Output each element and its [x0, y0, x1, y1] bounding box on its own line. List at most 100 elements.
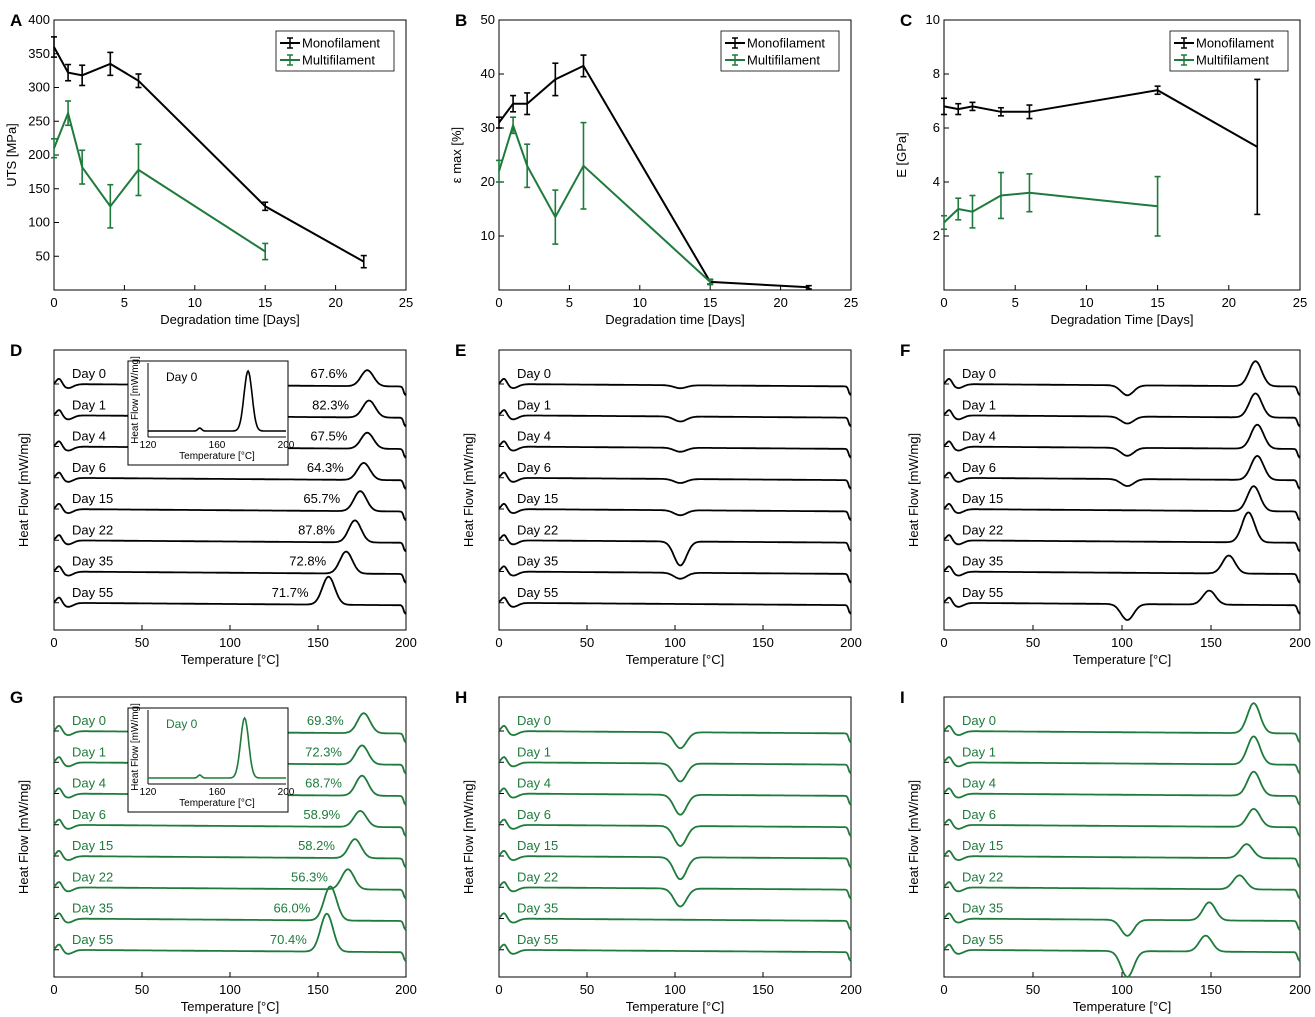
curve-day-label: Day 0	[962, 713, 996, 728]
curve-day-label: Day 6	[962, 807, 996, 822]
dsc-curve	[498, 756, 852, 783]
data-point	[580, 54, 587, 78]
x-tick-label: 150	[1200, 635, 1222, 650]
panel-label: C	[900, 11, 912, 30]
legend-box	[720, 30, 840, 72]
x-tick-label: 200	[1289, 635, 1311, 650]
legend: Monofilament Multifilament	[720, 30, 840, 72]
dsc-curve	[943, 807, 1301, 837]
curve-day-label: Day 1	[72, 744, 106, 759]
dsc-curve	[943, 485, 1301, 522]
y-axis-label: Heat Flow [mW/mg]	[906, 433, 921, 547]
x-tick-label: 100	[219, 982, 241, 997]
data-point	[135, 73, 142, 89]
panel-I: I 0 50 100 150 200 Temperature [°C] Heat Flow […	[900, 688, 1311, 1014]
x-tick-label: 0	[495, 635, 502, 650]
x-tick-label: 15	[703, 295, 717, 310]
curve-day-label: Day 15	[517, 838, 558, 853]
y-axis-label: Heat Flow [mW/mg]	[461, 780, 476, 894]
curve-day-label: Day 22	[962, 869, 1003, 884]
x-tick-label: 20	[1222, 295, 1236, 310]
crystallinity-label: 58.2%	[298, 838, 335, 853]
x-tick-label: 100	[1111, 635, 1133, 650]
x-tick-label: 5	[1012, 295, 1019, 310]
y-axis-label: ε max [%]	[449, 127, 464, 183]
curve-day-label: Day 55	[72, 932, 113, 947]
curve-day-label: Day 35	[72, 901, 113, 916]
y-tick-label: 20	[481, 174, 495, 189]
crystallinity-label: 64.3%	[307, 460, 344, 475]
dsc-curve	[943, 770, 1301, 806]
curve-day-label: Day 22	[72, 522, 113, 537]
dsc-curve	[943, 874, 1301, 900]
data-point	[510, 94, 517, 113]
curve-day-label: Day 1	[517, 744, 551, 759]
dsc-curve	[498, 378, 852, 396]
x-axis-label: Degradation time [Days]	[160, 312, 299, 327]
plot-frame	[498, 19, 852, 291]
inset-frame	[127, 707, 289, 813]
curve-day-label: Day 1	[72, 397, 106, 412]
x-tick-label: 25	[399, 295, 413, 310]
x-tick-label: 100	[219, 635, 241, 650]
panel-label: B	[455, 11, 467, 30]
dsc-curve	[943, 554, 1301, 584]
x-tick-label: 0	[940, 982, 947, 997]
dsc-curve	[498, 534, 852, 567]
y-axis-label: E [GPa]	[894, 132, 909, 178]
panel-G: G 0 50 100 150 200 Temperature [°C] Heat Flow […	[10, 688, 417, 1014]
crystallinity-label: 65.7%	[303, 491, 340, 506]
data-point	[997, 171, 1004, 220]
dsc-curve	[498, 912, 852, 931]
dsc-curve	[498, 409, 852, 428]
dsc-curve	[53, 868, 407, 900]
inset-x-tick-label: 200	[278, 440, 295, 451]
panel-label: D	[10, 341, 22, 360]
x-tick-label: 100	[1111, 982, 1133, 997]
curve-day-label: Day 22	[962, 522, 1003, 537]
data-point	[997, 106, 1004, 117]
x-axis-label: Degradation Time [Days]	[1050, 312, 1193, 327]
inset: 120 160 200 Temperature [°C] Heat Flow [mW/m…	[127, 356, 295, 466]
x-tick-label: 25	[844, 295, 858, 310]
y-axis-label: UTS [MPa]	[4, 123, 19, 187]
x-tick-label: 0	[940, 635, 947, 650]
panel-D: D 0 50 100 150 200 Temperature [°C] Heat Flow […	[10, 341, 417, 667]
data-point	[1026, 104, 1033, 120]
x-tick-label: 20	[328, 295, 342, 310]
x-tick-label: 100	[664, 982, 686, 997]
curve-day-label: Day 0	[72, 366, 106, 381]
curve-day-label: Day 4	[962, 429, 996, 444]
inset-curve	[148, 369, 286, 432]
curve-day-label: Day 0	[962, 366, 996, 381]
curve-day-label: Day 15	[962, 838, 1003, 853]
y-axis-label: Heat Flow [mW/mg]	[461, 433, 476, 547]
data-point	[1154, 175, 1161, 237]
x-tick-label: 10	[188, 295, 202, 310]
y-tick-label: 4	[933, 174, 940, 189]
inset-frame	[127, 360, 289, 466]
curve-day-label: Day 4	[72, 429, 106, 444]
data-point	[524, 92, 531, 116]
dsc-curve	[53, 838, 407, 869]
y-tick-label: 200	[28, 147, 50, 162]
dsc-curve	[943, 360, 1301, 397]
curve-day-label: Day 0	[72, 713, 106, 728]
curve-day-label: Day 15	[72, 491, 113, 506]
curve-day-label: Day 55	[72, 585, 113, 600]
inset-x-tick-label: 120	[140, 787, 157, 798]
series-line	[943, 89, 1258, 148]
legend-label: Multifilament	[747, 53, 820, 68]
curve-day-label: Day 55	[962, 932, 1003, 947]
panel-E: E 0 50 100 150 200 Temperature [°C] Heat Flow […	[455, 341, 862, 667]
x-tick-label: 50	[1026, 982, 1040, 997]
data-point	[580, 121, 587, 210]
x-tick-label: 100	[664, 635, 686, 650]
x-tick-label: 5	[566, 295, 573, 310]
data-point	[1154, 85, 1161, 96]
data-point	[707, 278, 714, 286]
crystallinity-label: 66.0%	[273, 901, 310, 916]
panel-label: A	[10, 11, 22, 30]
y-tick-label: 8	[933, 66, 940, 81]
panel-A: A 0 5 10 15 20 25 Degradation time [Days] 50 100 1…	[4, 11, 413, 327]
